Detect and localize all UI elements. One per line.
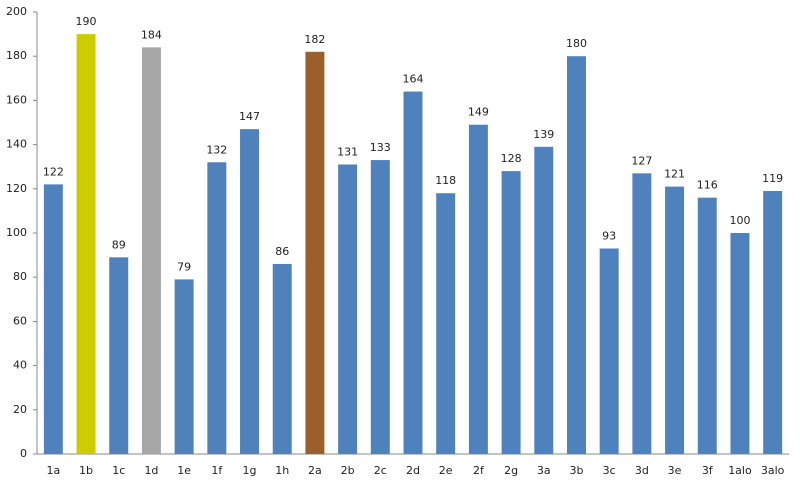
data-label: 127: [631, 154, 652, 167]
data-label: 190: [76, 15, 97, 28]
bar: [174, 279, 194, 454]
y-tick-label: 180: [6, 49, 27, 62]
data-label: 121: [664, 168, 685, 181]
bar: [403, 91, 423, 454]
bar: [534, 146, 554, 454]
x-tick-label: 2b: [341, 464, 355, 477]
bar: [43, 184, 63, 454]
bar: [599, 248, 619, 454]
bar: [468, 124, 488, 455]
x-tick-label: 3alo: [761, 464, 785, 477]
bar: [730, 233, 750, 454]
data-label: 147: [239, 110, 260, 123]
data-label: 182: [304, 33, 325, 46]
y-tick-label: 120: [6, 182, 27, 195]
x-tick-label: 3c: [603, 464, 616, 477]
y-tick-label: 160: [6, 93, 27, 106]
y-tick-label: 80: [13, 270, 27, 283]
data-label: 100: [729, 214, 750, 227]
x-tick-label: 3e: [668, 464, 682, 477]
bar: [338, 164, 358, 455]
y-tick-label: 40: [13, 359, 27, 372]
bar: [501, 171, 521, 454]
x-tick-label: 3b: [569, 464, 583, 477]
data-label: 86: [275, 245, 289, 258]
x-tick-label: 3f: [702, 464, 714, 477]
data-label: 119: [762, 172, 783, 185]
data-label: 184: [141, 28, 162, 41]
data-label: 128: [501, 152, 522, 165]
data-label: 139: [533, 128, 554, 141]
data-label: 132: [206, 143, 227, 156]
x-tick-label: 1e: [177, 464, 191, 477]
data-label: 180: [566, 37, 587, 50]
x-tick-label: 2g: [504, 464, 518, 477]
bar: [141, 47, 161, 455]
x-tick-label: 2d: [406, 464, 420, 477]
data-label: 133: [370, 141, 391, 154]
data-label: 131: [337, 145, 358, 158]
bar: [109, 257, 129, 454]
bar: [305, 51, 325, 454]
y-tick-label: 0: [20, 447, 27, 460]
bar: [207, 162, 227, 454]
x-tick-label: 2e: [439, 464, 453, 477]
x-tick-label: 1g: [243, 464, 257, 477]
y-tick-label: 20: [13, 403, 27, 416]
bar: [76, 34, 96, 454]
x-tick-label: 2c: [374, 464, 387, 477]
y-tick-label: 60: [13, 314, 27, 327]
data-label: 164: [403, 73, 424, 86]
x-tick-label: 1f: [211, 464, 223, 477]
y-tick-label: 140: [6, 138, 27, 151]
bar: [697, 197, 717, 454]
data-label: 122: [43, 165, 64, 178]
bar: [763, 191, 783, 454]
x-tick-label: 1c: [112, 464, 125, 477]
bar: [272, 263, 292, 454]
data-label: 149: [468, 106, 489, 119]
y-tick-label: 100: [6, 226, 27, 239]
x-tick-label: 1h: [275, 464, 289, 477]
x-tick-label: 3a: [537, 464, 551, 477]
x-tick-label: 1d: [144, 464, 158, 477]
x-tick-label: 1a: [46, 464, 60, 477]
bar: [436, 193, 456, 454]
bar: [370, 160, 390, 454]
x-tick-label: 2f: [473, 464, 485, 477]
data-label: 93: [602, 229, 616, 242]
x-tick-label: 3d: [635, 464, 649, 477]
x-tick-label: 1b: [79, 464, 93, 477]
data-label: 79: [177, 260, 191, 273]
y-tick-label: 200: [6, 5, 27, 18]
x-tick-label: 2a: [308, 464, 322, 477]
data-label: 89: [112, 238, 126, 251]
x-tick-label: 1alo: [728, 464, 752, 477]
bar: [632, 173, 652, 454]
data-label: 116: [697, 179, 718, 192]
data-label: 118: [435, 174, 456, 187]
bar: [240, 129, 260, 454]
bar: [566, 56, 586, 454]
bar: [665, 186, 685, 454]
